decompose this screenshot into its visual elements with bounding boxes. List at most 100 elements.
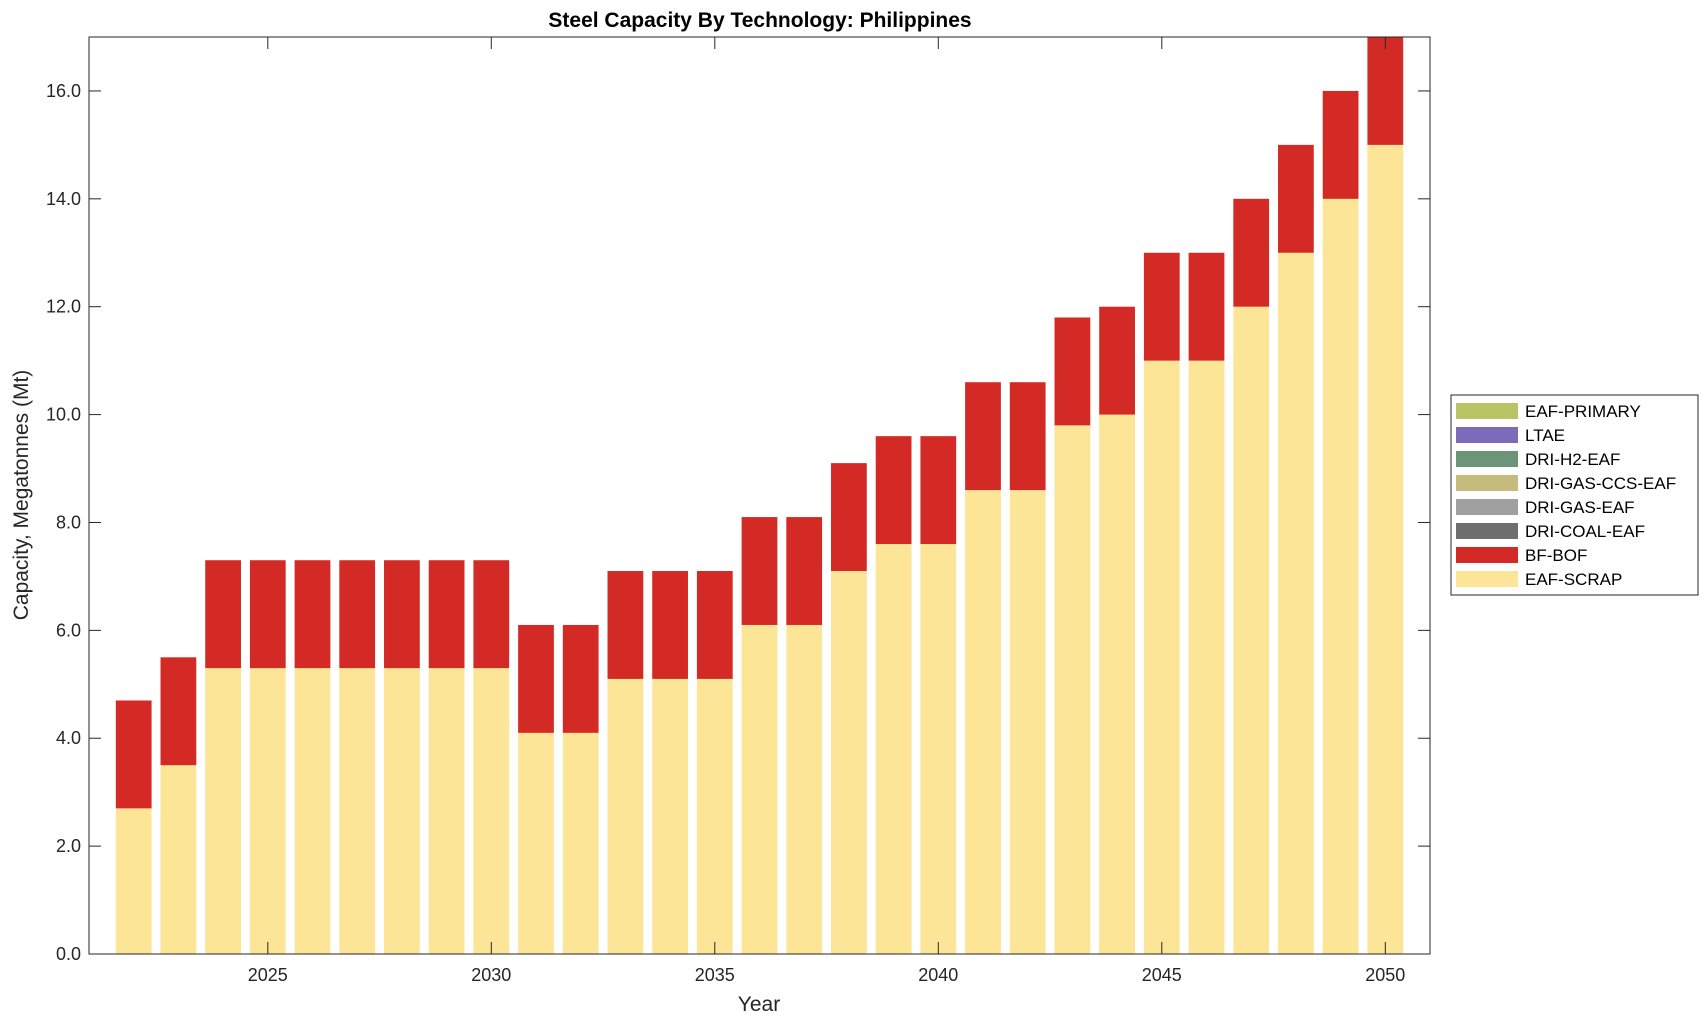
legend-label-dri-gas-ccs-eaf: DRI-GAS-CCS-EAF [1525,474,1676,493]
bar-bf-bof-2044 [1099,306,1135,415]
y-tick-label: 14.0 [46,189,81,209]
bar-eaf-scrap-2046 [1188,360,1225,954]
bar-eaf-scrap-2022 [115,808,152,954]
bar-eaf-scrap-2048 [1278,252,1314,954]
bar-bf-bof-2043 [1054,317,1091,426]
legend-swatch-dri-coal-eaf [1456,523,1518,539]
bars-layer [115,37,1404,955]
y-tick-label: 4.0 [56,728,81,748]
bar-eaf-scrap-2023 [160,765,197,954]
bar-bf-bof-2048 [1278,144,1314,253]
legend-label-dri-coal-eaf: DRI-COAL-EAF [1525,522,1645,541]
bar-bf-bof-2029 [428,560,465,669]
y-axis-label: Capacity, Megatonnes (Mt) [10,370,33,621]
bar-eaf-scrap-2041 [965,490,1001,954]
bar-bf-bof-2030 [473,560,510,669]
x-tick-label: 2030 [471,965,511,985]
bar-eaf-scrap-2033 [607,678,644,954]
bar-bf-bof-2034 [652,571,688,679]
bar-eaf-scrap-2040 [920,544,957,954]
bar-eaf-scrap-2028 [384,668,420,954]
legend-swatch-dri-gas-eaf [1456,499,1518,515]
bar-bf-bof-2035 [696,571,733,679]
bar-bf-bof-2042 [1009,382,1046,491]
x-tick-label: 2045 [1142,965,1182,985]
bar-bf-bof-2022 [115,700,152,809]
plot-frame [88,36,1431,955]
y-tick-label: 0.0 [56,944,81,964]
bar-bf-bof-2024 [205,560,241,669]
bar-eaf-scrap-2034 [652,678,688,954]
bar-bf-bof-2047 [1233,198,1270,307]
y-tick-label: 2.0 [56,836,81,856]
bar-eaf-scrap-2032 [562,732,599,954]
legend-label-dri-h2-eaf: DRI-H2-EAF [1525,450,1620,469]
bar-bf-bof-2040 [920,436,957,545]
legend-items: EAF-PRIMARY LTAE DRI-H2-EAF DRI-GAS-CCS-EAF… [1456,402,1676,589]
bar-eaf-scrap-2044 [1099,414,1135,955]
y-tick-label: 8.0 [56,512,81,532]
legend-label-bf-bof: BF-BOF [1525,546,1587,565]
bar-bf-bof-2038 [831,463,867,572]
bar-eaf-scrap-2039 [875,544,912,954]
bar-eaf-scrap-2036 [741,624,778,954]
bar-bf-bof-2039 [875,436,912,545]
chart-title: Steel Capacity By Technology: Philippine… [548,9,971,32]
legend-swatch-bf-bof [1456,547,1518,563]
bar-eaf-scrap-2050 [1367,144,1404,954]
legend-swatch-dri-h2-eaf [1456,451,1518,467]
legend-box [1450,394,1699,596]
legend-label-eaf-primary: EAF-PRIMARY [1525,402,1641,421]
bar-bf-bof-2045 [1143,252,1180,361]
bar-bf-bof-2027 [339,560,376,669]
bar-bf-bof-2026 [294,560,331,669]
bar-bf-bof-2041 [965,382,1001,491]
bar-eaf-scrap-2030 [473,668,510,954]
legend-swatch-dri-gas-ccs-eaf [1456,475,1518,491]
bar-eaf-scrap-2042 [1009,490,1046,954]
legend-swatch-ltae [1456,427,1518,443]
x-tick-label: 2040 [918,965,958,985]
bar-eaf-scrap-2038 [831,571,867,954]
y-tick-label: 6.0 [56,620,81,640]
y-tick-label: 12.0 [46,297,81,317]
bar-bf-bof-2031 [518,624,554,733]
legend-label-ltae: LTAE [1525,426,1565,445]
bar-bf-bof-2050 [1367,37,1404,145]
bar-bf-bof-2025 [249,560,286,669]
x-tick-label: 2050 [1365,965,1405,985]
legend-label-eaf-scrap: EAF-SCRAP [1525,570,1622,589]
bar-eaf-scrap-2027 [339,668,376,954]
x-axis-label: Year [738,993,780,1016]
bar-bf-bof-2049 [1322,90,1359,199]
bar-eaf-scrap-2025 [249,668,286,954]
legend-swatch-eaf-primary [1456,403,1518,419]
bar-bf-bof-2036 [741,517,778,625]
bar-eaf-scrap-2029 [428,668,465,954]
bar-bf-bof-2023 [160,657,197,766]
legend-swatch-eaf-scrap [1456,571,1518,587]
y-tick-label: 10.0 [46,405,81,425]
bar-eaf-scrap-2043 [1054,425,1091,954]
bar-eaf-scrap-2026 [294,668,331,954]
bar-eaf-scrap-2031 [518,732,554,954]
bar-bf-bof-2032 [562,624,599,733]
bar-bf-bof-2028 [384,560,420,669]
bar-bf-bof-2033 [607,571,644,679]
bar-bf-bof-2046 [1188,252,1225,361]
y-axis: 0.0 2.0 4.0 6.0 8.0 10.0 12.0 14.0 16.0 [46,81,1430,964]
bar-eaf-scrap-2035 [696,678,733,954]
legend: EAF-PRIMARY LTAE DRI-H2-EAF DRI-GAS-CCS-EAF… [1450,394,1699,596]
legend-label-dri-gas-eaf: DRI-GAS-EAF [1525,498,1635,517]
x-axis: 2025 2030 2035 2040 2045 2050 [248,37,1405,985]
bar-eaf-scrap-2045 [1143,360,1180,954]
bar-eaf-scrap-2037 [786,624,823,954]
bar-eaf-scrap-2049 [1322,198,1359,954]
x-tick-label: 2035 [695,965,735,985]
x-tick-label: 2025 [248,965,288,985]
y-tick-label: 16.0 [46,81,81,101]
bar-eaf-scrap-2024 [205,668,241,954]
bar-eaf-scrap-2047 [1233,306,1270,955]
